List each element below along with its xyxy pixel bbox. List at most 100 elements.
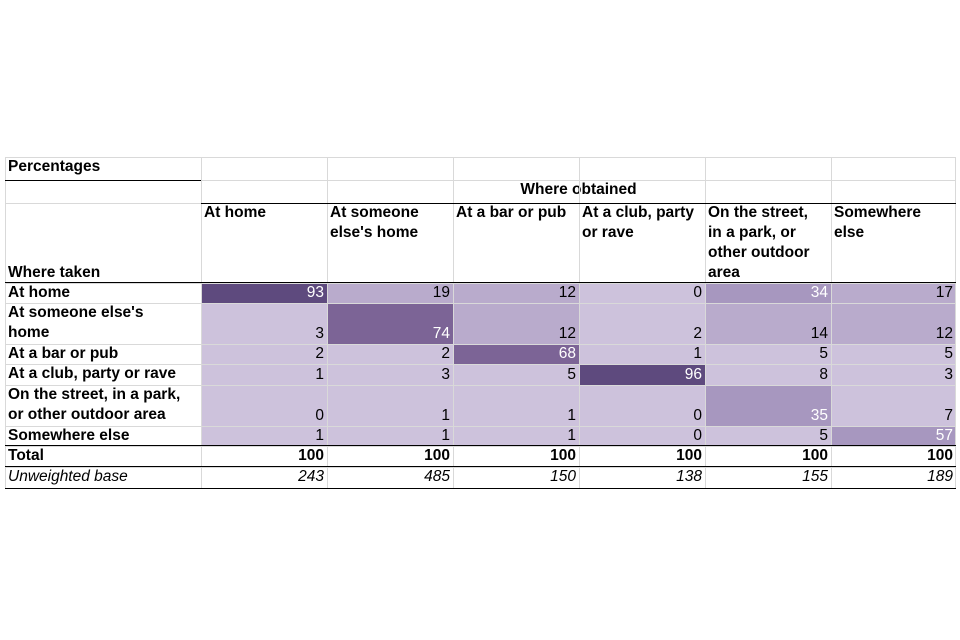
row-label-cell[interactable]: At a club, party or rave bbox=[5, 364, 201, 385]
base-value-cell[interactable]: 243 bbox=[298, 468, 324, 485]
base-value-cell[interactable]: 155 bbox=[802, 468, 828, 485]
value-cell[interactable]: 1 bbox=[579, 344, 705, 364]
column-header-cell[interactable]: On the street, in a park, or other outdoor… bbox=[705, 203, 831, 283]
value-cell[interactable]: 17 bbox=[831, 283, 956, 303]
total-label-cell[interactable]: Total bbox=[8, 447, 44, 464]
value-cell[interactable]: 12 bbox=[453, 303, 579, 344]
value-cell-line: 17 bbox=[935, 284, 953, 301]
group-header-cell[interactable]: Where obtained bbox=[520, 181, 637, 198]
value-cell[interactable]: 2 bbox=[327, 344, 453, 364]
row-label-cell-line: At someone else's bbox=[8, 304, 144, 321]
value-cell[interactable]: 5 bbox=[831, 344, 956, 364]
value-cell-line: 12 bbox=[935, 325, 953, 342]
value-cell-line: 1 bbox=[441, 407, 450, 424]
value-cell[interactable]: 7 bbox=[831, 385, 956, 426]
value-cell[interactable]: 3 bbox=[201, 303, 327, 344]
value-cell[interactable]: 93 bbox=[201, 283, 327, 303]
row-label-cell[interactable]: At a bar or pub bbox=[5, 344, 201, 364]
value-cell[interactable]: 68 bbox=[453, 344, 579, 364]
value-cell-line: 14 bbox=[810, 325, 828, 342]
value-cell-line: 2 bbox=[315, 345, 324, 362]
value-cell[interactable]: 5 bbox=[705, 426, 831, 446]
column-header-cell[interactable]: At a club, party or rave bbox=[579, 203, 705, 283]
value-cell-line: 1 bbox=[567, 407, 576, 424]
total-value-cell[interactable]: 100 bbox=[676, 447, 702, 464]
value-cell[interactable]: 5 bbox=[705, 344, 831, 364]
value-cell[interactable]: 3 bbox=[831, 364, 956, 385]
base-value-cell[interactable]: 138 bbox=[676, 468, 702, 485]
value-cell[interactable]: 12 bbox=[453, 283, 579, 303]
value-cell[interactable]: 57 bbox=[831, 426, 956, 446]
row-label-cell-line: At home bbox=[8, 284, 70, 301]
base-value-cell[interactable]: 189 bbox=[927, 468, 953, 485]
value-cell-line: 57 bbox=[935, 427, 953, 444]
value-cell[interactable]: 96 bbox=[579, 364, 705, 385]
value-cell[interactable]: 2 bbox=[579, 303, 705, 344]
column-header-cell[interactable]: At home bbox=[201, 203, 327, 283]
row-label-cell[interactable]: Somewhere else bbox=[5, 426, 201, 446]
value-cell-line: 8 bbox=[819, 366, 828, 383]
column-header-cell-line: or rave bbox=[582, 224, 634, 241]
value-cell[interactable]: 8 bbox=[705, 364, 831, 385]
value-cell-line: 1 bbox=[315, 366, 324, 383]
value-cell-line: 19 bbox=[432, 284, 450, 301]
value-cell[interactable]: 5 bbox=[453, 364, 579, 385]
column-header-cell[interactable]: At a bar or pub bbox=[453, 203, 579, 283]
row-label-cell[interactable]: At someone else's home bbox=[5, 303, 201, 344]
value-cell[interactable]: 1 bbox=[453, 426, 579, 446]
total-value-cell[interactable]: 100 bbox=[424, 447, 450, 464]
total-value-cell[interactable]: 100 bbox=[927, 447, 953, 464]
value-cell-line: 3 bbox=[441, 366, 450, 383]
value-cell-line: 35 bbox=[810, 407, 828, 424]
column-header-cell-line: in a park, or bbox=[708, 224, 796, 241]
value-cell[interactable]: 0 bbox=[201, 385, 327, 426]
value-cell[interactable]: 14 bbox=[705, 303, 831, 344]
value-cell-line: 1 bbox=[567, 427, 576, 444]
value-cell[interactable]: 0 bbox=[579, 283, 705, 303]
column-header-cell-line: At a club, party bbox=[582, 204, 694, 221]
caption-cell[interactable]: Percentages bbox=[8, 158, 101, 175]
value-cell[interactable]: 2 bbox=[201, 344, 327, 364]
column-header-cell-line: area bbox=[708, 264, 740, 281]
value-cell-line: 74 bbox=[432, 325, 450, 342]
value-cell[interactable]: 1 bbox=[201, 426, 327, 446]
row-label-cell-line: At a club, party or rave bbox=[8, 365, 176, 382]
column-header-cell-line: At home bbox=[204, 204, 266, 221]
value-cell[interactable]: 34 bbox=[705, 283, 831, 303]
value-cell-line: 12 bbox=[558, 325, 576, 342]
row-label-cell[interactable]: On the street, in a park, or other outdoo… bbox=[5, 385, 201, 426]
value-cell-line: 2 bbox=[693, 325, 702, 342]
base-value-cell[interactable]: 150 bbox=[550, 468, 576, 485]
value-cell-line: 0 bbox=[693, 427, 702, 444]
value-cell[interactable]: 1 bbox=[453, 385, 579, 426]
column-header-cell-line: Somewhere bbox=[834, 204, 922, 221]
value-cell[interactable]: 12 bbox=[831, 303, 956, 344]
value-cell-line: 96 bbox=[684, 366, 702, 383]
column-header-cell-line: At someone bbox=[330, 204, 419, 221]
value-cell-line: 3 bbox=[315, 325, 324, 342]
value-cell[interactable]: 0 bbox=[579, 385, 705, 426]
row-header-label-cell[interactable]: Where taken bbox=[5, 203, 201, 283]
value-cell-line: 5 bbox=[944, 345, 953, 362]
row-label-cell-line: Somewhere else bbox=[8, 427, 130, 444]
value-cell[interactable]: 1 bbox=[201, 364, 327, 385]
total-value-cell[interactable]: 100 bbox=[802, 447, 828, 464]
row-label-cell-line: home bbox=[8, 324, 50, 341]
row-label-cell[interactable]: At home bbox=[5, 283, 201, 303]
column-header-cell-line: other outdoor bbox=[708, 244, 810, 261]
value-cell-line: 1 bbox=[441, 427, 450, 444]
value-cell[interactable]: 3 bbox=[327, 364, 453, 385]
base-label-cell[interactable]: Unweighted base bbox=[8, 468, 128, 485]
value-cell[interactable]: 35 bbox=[705, 385, 831, 426]
value-cell[interactable]: 0 bbox=[579, 426, 705, 446]
value-cell[interactable]: 1 bbox=[327, 426, 453, 446]
total-value-cell[interactable]: 100 bbox=[298, 447, 324, 464]
value-cell[interactable]: 19 bbox=[327, 283, 453, 303]
value-cell[interactable]: 74 bbox=[327, 303, 453, 344]
column-header-cell[interactable]: Somewhere else bbox=[831, 203, 956, 283]
rule-under-caption bbox=[5, 180, 201, 181]
value-cell[interactable]: 1 bbox=[327, 385, 453, 426]
column-header-cell[interactable]: At someone else's home bbox=[327, 203, 453, 283]
base-value-cell[interactable]: 485 bbox=[424, 468, 450, 485]
total-value-cell[interactable]: 100 bbox=[550, 447, 576, 464]
